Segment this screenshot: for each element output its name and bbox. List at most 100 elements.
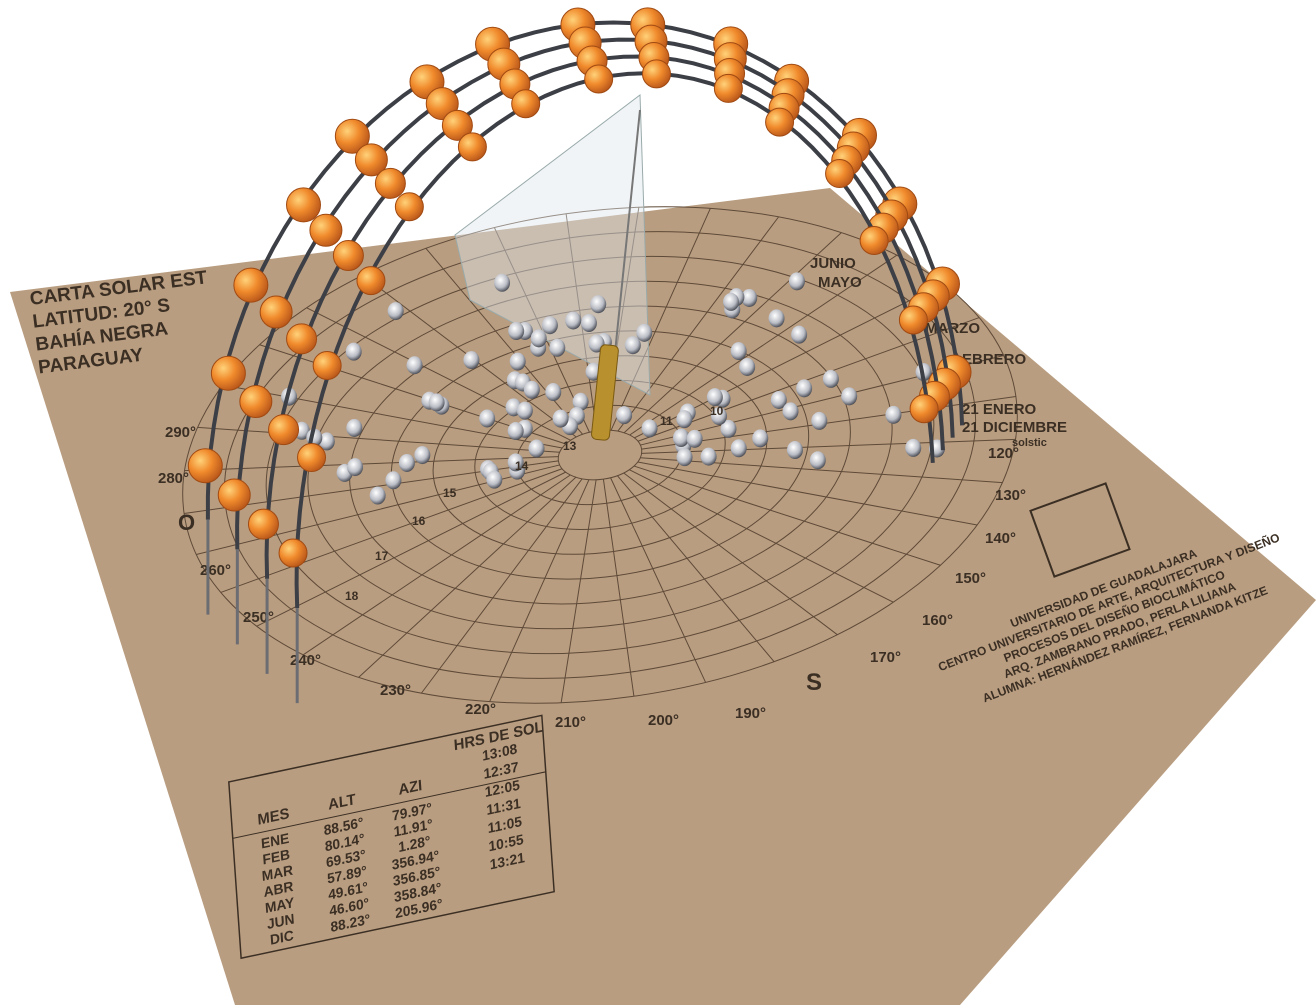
table-cell: 12:05 (484, 776, 520, 800)
table-cell: 10:55 (488, 831, 524, 855)
bead (584, 64, 614, 94)
grid-spoke (421, 478, 583, 694)
grid-spoke (629, 469, 894, 603)
dome (187, 7, 972, 704)
grid-spoke (617, 475, 775, 663)
table-header: MES (257, 805, 290, 829)
bead (511, 89, 541, 119)
led (549, 338, 566, 357)
led (841, 387, 858, 406)
led (741, 288, 758, 307)
led (700, 447, 717, 466)
grid-spoke (220, 468, 563, 593)
led (385, 471, 402, 490)
month-label: EBRERO (962, 351, 1027, 368)
led (686, 429, 703, 448)
led (711, 407, 728, 426)
month-label: 21 ENERO (962, 401, 1037, 418)
bead (286, 323, 318, 355)
bead (641, 59, 671, 89)
led (590, 295, 607, 314)
university-seal (1029, 482, 1131, 578)
led (347, 458, 364, 477)
bead (259, 295, 293, 329)
bead (217, 478, 251, 512)
led (676, 410, 693, 429)
table-cell: 12:37 (483, 758, 519, 782)
bead (374, 167, 406, 199)
hour-label: 13 (563, 439, 577, 453)
led (565, 311, 582, 330)
table-border (228, 714, 555, 960)
grid-spoke (629, 254, 898, 436)
led (768, 309, 785, 328)
bead (285, 187, 321, 223)
bead (187, 448, 223, 484)
table-cell: 1.28° (398, 832, 432, 855)
grid-spoke (633, 465, 941, 566)
bead (268, 414, 300, 446)
led (523, 380, 540, 399)
led (318, 432, 335, 451)
led (723, 292, 740, 311)
hour-label: 16 (412, 514, 426, 528)
degree-label: 200° (648, 712, 679, 729)
degree-label: 220° (465, 701, 496, 718)
gnomon (591, 344, 619, 441)
grid-spoke (623, 472, 838, 636)
bead (457, 132, 487, 162)
led (905, 438, 922, 457)
hour-label: 15 (443, 486, 457, 500)
led (552, 409, 569, 428)
table-cell: DIC (270, 927, 295, 948)
led (486, 470, 503, 489)
table-header: ALT (328, 791, 357, 814)
led (822, 369, 839, 388)
degree-label: 230° (380, 682, 411, 699)
grid-spoke (610, 477, 707, 683)
grid-spoke (560, 479, 597, 703)
led (508, 322, 525, 341)
led (387, 302, 404, 321)
led (572, 392, 589, 411)
led (676, 448, 693, 467)
grid-spoke (640, 457, 1003, 484)
led (428, 393, 445, 412)
led (809, 451, 826, 470)
table-cell: 11:31 (486, 795, 522, 818)
degree-label: 170° (870, 649, 901, 666)
led (796, 379, 813, 398)
led (507, 453, 524, 472)
degree-label: 280° (158, 470, 189, 487)
bead (713, 73, 743, 103)
led (673, 429, 690, 448)
led (516, 401, 533, 420)
degree-label: 250° (243, 609, 274, 626)
cardinal-label: S (806, 669, 822, 696)
table-cell: 13:08 (482, 740, 518, 764)
grid-spoke (602, 479, 635, 697)
degree-label: 290° (165, 424, 196, 441)
month-label: JUNIO (810, 255, 856, 272)
led (791, 325, 808, 344)
led (414, 446, 431, 465)
led (541, 316, 558, 335)
degree-label: 190° (735, 705, 766, 722)
bead (356, 266, 386, 296)
led (369, 486, 386, 505)
grid-spoke (489, 479, 590, 702)
month-label: MAYO (818, 274, 862, 291)
table-cell: MAR (261, 862, 293, 885)
grid-spoke (623, 232, 842, 434)
led (580, 314, 597, 333)
led (752, 429, 769, 448)
degree-label: 140° (985, 530, 1016, 547)
month-label: 21 DICIEMBRE (962, 419, 1067, 436)
degree-label: 210° (555, 714, 586, 731)
grid-spoke (197, 426, 560, 453)
grid-spoke (256, 471, 566, 627)
led (545, 383, 562, 402)
grid-spoke (358, 476, 577, 678)
hour-label: 10 (710, 404, 724, 418)
grid-spoke (425, 247, 583, 435)
